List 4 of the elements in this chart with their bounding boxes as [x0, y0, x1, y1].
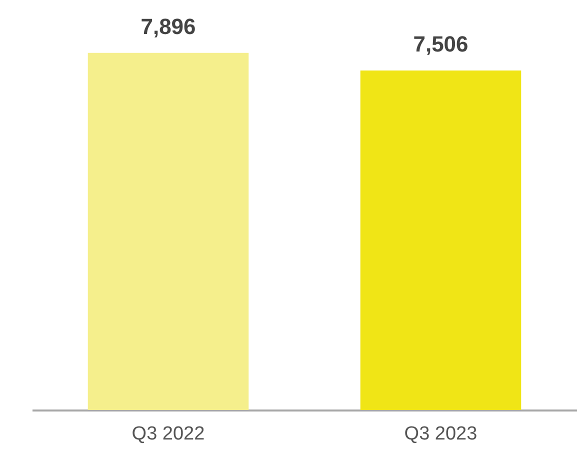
data-label: 7,506 [413, 31, 468, 56]
x-tick-label: Q3 2022 [132, 424, 205, 444]
data-label: 7,896 [140, 14, 196, 39]
x-tick-label: Q3 2023 [404, 424, 478, 444]
